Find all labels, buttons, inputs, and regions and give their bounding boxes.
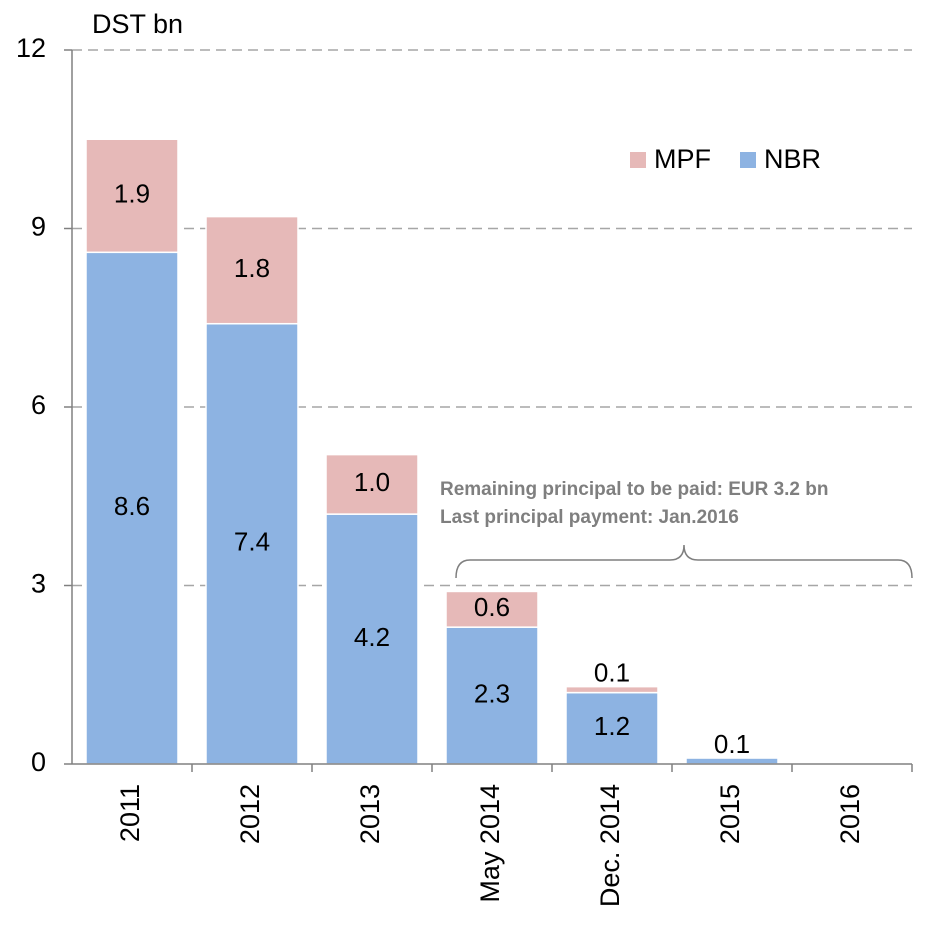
- legend-label: MPF: [654, 144, 711, 174]
- bar-segment: [325, 513, 419, 765]
- y-tick-label: 9: [31, 212, 46, 242]
- value-label: 1.8: [234, 253, 270, 283]
- legend-label: NBR: [764, 144, 821, 174]
- value-label: 1.2: [594, 711, 630, 741]
- y-axis-label: DST bn: [92, 9, 183, 39]
- y-tick-label: 12: [16, 33, 46, 63]
- bar-segment: [325, 453, 419, 515]
- bar-segment: [685, 757, 779, 765]
- bar-segment: [445, 590, 539, 628]
- x-tick-label: Dec. 2014: [595, 784, 625, 907]
- bar-segment: [205, 215, 299, 325]
- x-tick-label: 2012: [235, 784, 265, 844]
- x-tick-label: 2015: [715, 784, 745, 844]
- value-label: 0.1: [594, 658, 630, 688]
- value-label: 4.2: [354, 622, 390, 652]
- y-tick-label: 6: [31, 390, 46, 420]
- bar-segment: [565, 685, 659, 694]
- value-label: 0.1: [714, 729, 750, 759]
- bar-segment: [205, 322, 299, 765]
- annotation: Remaining principal to be paid: EUR 3.2 …: [440, 479, 829, 500]
- value-label: 2.3: [474, 678, 510, 708]
- bar-segment: [85, 138, 179, 254]
- legend-swatch: [740, 152, 756, 168]
- annotation: Last principal payment: Jan.2016: [440, 507, 739, 528]
- brace: [455, 544, 913, 579]
- bar-segment: [445, 626, 539, 765]
- x-tick-label: 2013: [355, 784, 385, 844]
- value-label: 1.0: [354, 467, 390, 497]
- y-tick-label: 3: [31, 569, 46, 599]
- value-label: 8.6: [114, 491, 150, 521]
- x-tick-label: 2016: [835, 784, 865, 844]
- x-tick-label: 2011: [115, 784, 145, 842]
- x-tick-label: May 2014: [475, 784, 505, 903]
- value-label: 7.4: [234, 527, 270, 557]
- legend-swatch: [630, 152, 646, 168]
- value-label: 0.6: [474, 592, 510, 622]
- bar-segment: [565, 691, 659, 765]
- value-label: 1.9: [114, 179, 150, 209]
- y-tick-label: 0: [31, 747, 46, 777]
